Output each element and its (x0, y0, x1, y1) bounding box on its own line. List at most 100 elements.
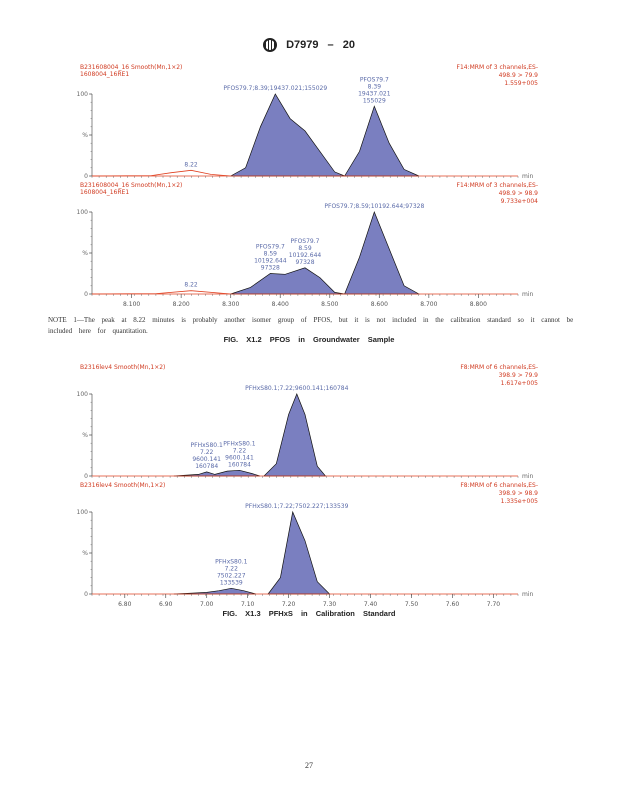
astm-logo-icon (263, 38, 277, 52)
panel-1-series-PFOS-a (230, 93, 345, 177)
panel-1-peak-annotation: 9600.141 (192, 456, 221, 463)
figure-caption-x1-2: FIG. X1.2 PFOS in Groundwater Sample (223, 335, 395, 344)
document-header: D7979 – 20 (0, 38, 618, 52)
x-tick-label: 7.10 (241, 601, 255, 608)
panel-1-peak-annotation: 160784 (195, 463, 218, 470)
x-tick-label: 7.00 (200, 601, 214, 608)
x-tick-label: 8.800 (470, 301, 487, 308)
panel-1-peak-annotation: 7.22 (233, 447, 247, 454)
panel-1-peak-annotation: 8.22 (184, 161, 198, 168)
panel-1-y-tick-label: 0 (84, 473, 88, 480)
panel-1-y-tick-label: 0 (84, 173, 88, 180)
panel-2-title-left: B2316lev4 Smooth(Mn,1×2) (80, 482, 165, 489)
panel-2-title-right: 498.9 > 98.9 (499, 190, 539, 197)
figure-x1-2-chromatograms: B231608004_16 Smooth(Mn,1×2)1608004_16RE… (77, 64, 539, 308)
panel-1-series-minor-isomer (91, 169, 231, 177)
standard-year: 20 (342, 38, 355, 51)
x-tick-label: 6.80 (118, 601, 132, 608)
x-tick-label: 8.200 (173, 301, 190, 308)
panel-1-title-right: 1.617e+005 (501, 380, 539, 387)
panel-1-peak-annotation: PFHxS80.1 (223, 440, 255, 447)
panel-2-title-right: F8:MRM of 6 channels,ES- (460, 482, 538, 489)
panel-2-peak-annotation: 8.22 (184, 282, 198, 289)
panel-1-title-left: B231608004_16 Smooth(Mn,1×2) (80, 64, 182, 71)
panel-1-peak-annotation: PFHxS80.1;7.22;9600.141;160784 (245, 385, 348, 392)
panel-1-peak-annotation: 155029 (363, 97, 386, 104)
panel-2-y-tick-label: 100 (77, 209, 89, 216)
panel-2-peak-annotation: 8.59 (264, 251, 278, 258)
x-tick-label: 7.60 (446, 601, 460, 608)
page-number: 27 (305, 761, 313, 770)
panel-2-x-unit: min (522, 291, 534, 298)
panel-2-peak-annotation: PFHxS80.1;7.22;7502.227;133539 (245, 503, 348, 510)
x-tick-label: 7.20 (282, 601, 296, 608)
panel-1-peak-annotation: 9600.141 (225, 454, 254, 461)
panel-2-peak-annotation: 97328 (295, 259, 314, 266)
panel-1-title-left: 1608004_16RE1 (80, 71, 129, 78)
x-tick-label: 7.30 (323, 601, 337, 608)
panel-1-title-right: F8:MRM of 6 channels,ES- (460, 364, 538, 371)
panel-1-title-right: 398.9 > 79.9 (499, 372, 539, 379)
panel-2-title-right: F14:MRM of 3 channels,ES- (457, 182, 539, 189)
panel-1-title-right: F14:MRM of 3 channels,ES- (457, 64, 539, 71)
x-tick-label: 8.500 (321, 301, 338, 308)
panel-1-peak-annotation: PFHxS80.1 (191, 442, 223, 449)
panel-1-y-tick-label: 100 (77, 91, 89, 98)
panel-2-peak-annotation: PFOS79.7;8.59;10192.644;97328 (324, 203, 424, 210)
panel-2-title-left: B231608004_16 Smooth(Mn,1×2) (80, 182, 182, 189)
x-tick-label: 8.300 (222, 301, 239, 308)
figure-x1-3-chromatograms: B2316lev4 Smooth(Mn,1×2) F8:MRM of 6 chan… (77, 364, 539, 608)
panel-2-peak-annotation: 7502.227 (217, 572, 246, 579)
panel-1-series-PFHxS (263, 393, 327, 477)
panel-1-peak-annotation: 160784 (228, 461, 251, 468)
x-tick-label: 8.400 (272, 301, 289, 308)
header-dash: – (327, 38, 334, 51)
panel-2-y-tick-label: % (82, 550, 88, 557)
panel-2-y-tick-label: 0 (84, 291, 88, 298)
panel-2-x-unit: min (522, 591, 534, 598)
x-tick-label: 7.50 (405, 601, 419, 608)
panel-1-series-PFOS-b (343, 105, 420, 177)
panel-1-x-unit: min (522, 173, 534, 180)
panel-2-title-right: 1.335e+005 (501, 498, 539, 505)
panel-2-y-tick-label: 100 (77, 509, 89, 516)
panel-2-y-tick-label: % (82, 250, 88, 257)
panel-1-peak-annotation: 19437.021 (358, 90, 391, 97)
panel-1-series-minor (173, 469, 261, 477)
panel-2-peak-annotation: 8.59 (298, 245, 312, 252)
panel-2-series-PFOS-a (230, 267, 345, 295)
panel-1-y-tick-label: % (82, 132, 88, 139)
x-tick-label: 8.100 (123, 301, 140, 308)
panel-1-title-right: 1.559+005 (504, 80, 538, 87)
note-1: NOTE 1—The peak at 8.22 minutes is proba… (48, 316, 574, 335)
panel-2-peak-annotation: 10192.644 (254, 258, 287, 265)
panel-2-title-right: 398.9 > 98.9 (499, 490, 539, 497)
panel-1-peak-annotation: 7.22 (200, 449, 214, 456)
panel-2-peak-annotation: 97328 (261, 265, 280, 272)
panel-2-peak-annotation: 7.22 (225, 565, 239, 572)
standard-number: D7979 (286, 38, 319, 51)
panel-2-series-PFOS-b (344, 210, 421, 295)
x-tick-label: 6.90 (159, 601, 173, 608)
panel-1-y-tick-label: % (82, 432, 88, 439)
panel-2-title-left: 1608004_16RE1 (80, 189, 129, 196)
panel-1-peak-annotation: PFOS79.7 (360, 76, 389, 83)
panel-2-series-minor-isomer (91, 290, 231, 295)
panel-1-peak-annotation: 8.39 (368, 83, 382, 90)
x-tick-label: 7.70 (487, 601, 501, 608)
panel-2-series-PFHxS (267, 510, 331, 595)
x-tick-label: 8.600 (371, 301, 388, 308)
panel-1-title-left: B2316lev4 Smooth(Mn,1×2) (80, 364, 165, 371)
panel-2-peak-annotation: PFHxS80.1 (215, 558, 247, 565)
panel-2-peak-annotation: 133539 (220, 579, 243, 586)
x-tick-label: 7.40 (364, 601, 378, 608)
panel-1-peak-annotation: PFOS79.7;8.39;19437.021;155029 (223, 85, 327, 92)
panel-2-title-right: 9.733e+004 (501, 198, 539, 205)
x-tick-label: 8.700 (420, 301, 437, 308)
panel-2-peak-annotation: 10192.644 (289, 252, 322, 259)
figure-caption-x1-3: FIG. X1.3 PFHxS in Calibration Standard (222, 609, 396, 618)
panel-2-peak-annotation: PFOS79.7 (256, 244, 285, 251)
panel-2-series-minor (173, 587, 256, 595)
panel-2-peak-annotation: PFOS79.7 (291, 238, 320, 245)
panel-1-x-unit: min (522, 473, 534, 480)
